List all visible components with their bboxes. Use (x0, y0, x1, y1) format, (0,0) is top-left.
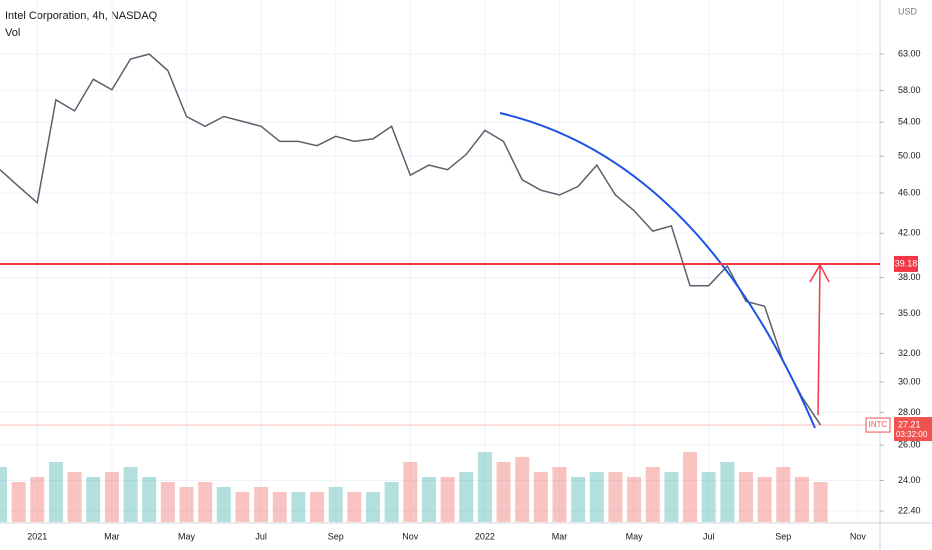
y-tick-label: 35.00 (898, 308, 921, 318)
x-tick-label: Jul (255, 531, 267, 541)
volume-bar (254, 487, 269, 522)
x-tick-label: May (626, 531, 644, 541)
y-tick-label: 22.40 (898, 505, 921, 515)
arrow-head (809, 263, 830, 283)
countdown: 03:32:00 (896, 430, 928, 439)
volume-bar (403, 462, 418, 522)
volume-bar (48, 462, 63, 522)
volume-bar (198, 482, 213, 522)
price-line (0, 53, 822, 426)
volume-bar (67, 472, 82, 522)
volume-bar (664, 472, 679, 522)
volume-label: Vol (5, 27, 20, 39)
x-tick-label: 2022 (475, 531, 495, 541)
y-tick-label: 30.00 (898, 376, 921, 386)
x-tick-label: Mar (552, 531, 568, 541)
volume-bar (608, 472, 623, 522)
arrow-shaft (817, 265, 821, 416)
volume-bar (813, 482, 828, 522)
volume-bar (794, 477, 809, 522)
volume-bar (739, 472, 753, 522)
y-tick-label: 26.00 (898, 440, 921, 450)
volume-bar (11, 482, 26, 522)
volume-bar (0, 467, 7, 522)
last-price-tag (894, 417, 932, 442)
y-tick-label: 54.00 (898, 117, 921, 127)
volume-bar (421, 477, 436, 522)
volume-bar (552, 467, 567, 522)
volume-bar (776, 467, 791, 522)
y-tick-label: 24.00 (898, 475, 921, 485)
y-tick-label: 50.00 (898, 151, 921, 161)
volume-bar (496, 462, 511, 522)
symbol-tag (865, 417, 891, 433)
y-tick-label: 42.00 (898, 228, 921, 238)
plot (0, 53, 822, 426)
volume-bar (216, 487, 231, 522)
volume (0, 452, 828, 522)
y-tick-label: 38.00 (898, 272, 921, 282)
volume-bar (160, 482, 175, 522)
volume-bar (515, 457, 530, 522)
level-tag (894, 255, 918, 272)
volume-bar (477, 452, 492, 522)
last-price-label: 27.21 (898, 419, 921, 429)
volume-bar (589, 472, 604, 522)
volume-bar (366, 492, 380, 522)
x-tick-label: 2021 (27, 531, 47, 541)
volume-bar (86, 477, 101, 522)
x-tick-label: Mar (104, 531, 120, 541)
grid (0, 0, 880, 522)
curve-drawing (499, 112, 816, 429)
volume-bar (179, 487, 194, 522)
volume-bar (720, 462, 735, 522)
volume-bar (291, 492, 306, 522)
volume-bar (571, 477, 586, 522)
volume-bar (459, 472, 474, 522)
x-tick-label: Jul (703, 531, 715, 541)
volume-bar (701, 472, 716, 522)
y-tick-label: 58.00 (898, 85, 921, 95)
volume-bar (384, 482, 399, 522)
chart-title: Intel Corporation, 4h, NASDAQ (5, 10, 158, 22)
x-tick-label: May (178, 531, 196, 541)
volume-bar (533, 472, 548, 522)
volume-bar (328, 487, 343, 522)
volume-bar (104, 472, 119, 522)
volume-bar (347, 492, 362, 522)
volume-bar (235, 492, 250, 522)
volume-bar (30, 477, 45, 522)
volume-bar (123, 467, 138, 522)
volume-bar (645, 467, 660, 522)
y-tick-label: 28.00 (898, 407, 921, 417)
x-tick-label: Nov (402, 531, 419, 541)
x-tick-label: Sep (328, 531, 344, 541)
symbol-label: INTC (869, 420, 888, 429)
volume-bar (142, 477, 157, 522)
volume-bar (310, 492, 325, 522)
y-tick-label: 63.00 (898, 48, 921, 58)
volume-bar (757, 477, 772, 522)
y-tick-label: 46.00 (898, 187, 921, 197)
volume-bar (440, 477, 455, 522)
volume-bar (683, 452, 698, 522)
level-label: 39.18 (895, 258, 918, 268)
y-tick-label: 32.00 (898, 348, 921, 358)
volume-bar (627, 477, 642, 522)
x-tick-label: Sep (775, 531, 791, 541)
x-tick-label: Nov (850, 531, 867, 541)
currency: USD (898, 6, 918, 16)
volume-bar (272, 492, 287, 522)
